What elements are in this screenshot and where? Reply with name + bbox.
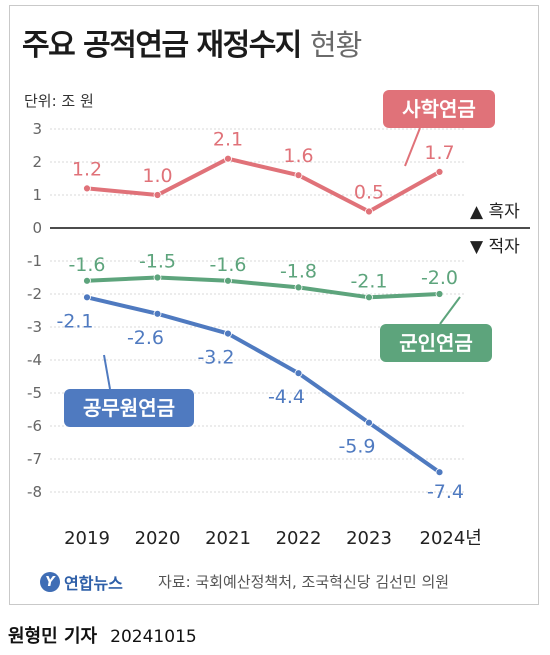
deficit-marker: ▼ 적자 xyxy=(470,237,520,257)
y-tick-label: 2 xyxy=(32,153,42,171)
data-label: 1.2 xyxy=(72,158,102,180)
y-tick-label: 3 xyxy=(32,120,42,138)
series-line xyxy=(85,295,442,475)
source-note: 자료: 국회예산정책처, 조국혁신당 김선민 의원 xyxy=(158,573,450,591)
data-point xyxy=(83,293,91,302)
data-point xyxy=(153,273,162,282)
logo: Y 연합뉴스 xyxy=(40,570,123,594)
data-label: 1.6 xyxy=(283,145,313,167)
data-label: -7.4 xyxy=(427,481,464,503)
data-label: -1.8 xyxy=(280,260,317,282)
data-point xyxy=(224,276,232,285)
callout-leader xyxy=(103,354,111,390)
y-tick-label: -8 xyxy=(27,483,42,501)
unit-label: 단위: 조 원 xyxy=(24,92,94,110)
data-point xyxy=(365,207,373,216)
series-label: 사학연금 xyxy=(402,97,476,121)
credit-date: 20241015 xyxy=(110,627,197,647)
x-tick-label: 2019 xyxy=(64,528,110,549)
data-point xyxy=(224,329,232,338)
data-point xyxy=(83,184,91,193)
yonhap-logo-icon: Y xyxy=(40,572,60,592)
y-tick-label: -4 xyxy=(27,351,42,369)
data-label: -3.2 xyxy=(197,347,234,369)
data-point xyxy=(153,309,162,318)
y-tick-label: -7 xyxy=(27,450,42,468)
data-label: -1.5 xyxy=(139,251,176,273)
data-label: -2.1 xyxy=(56,310,93,332)
series-label: 공무원연금 xyxy=(83,396,175,420)
chart-frame xyxy=(9,5,539,605)
data-label: -5.9 xyxy=(338,436,375,458)
data-point xyxy=(294,283,303,292)
x-tick-label: 2021 xyxy=(205,528,251,549)
data-point xyxy=(435,290,444,298)
series-label: 군인연금 xyxy=(399,331,473,355)
data-label: -2.6 xyxy=(127,327,164,349)
data-point xyxy=(224,154,232,163)
data-label: -1.6 xyxy=(209,254,246,276)
series-label-box xyxy=(383,90,495,128)
x-tick-label: 2022 xyxy=(276,528,322,549)
y-tick-label: -2 xyxy=(27,285,42,303)
data-point xyxy=(294,171,303,180)
data-point xyxy=(83,276,91,285)
title-sub: 현황 xyxy=(309,28,362,62)
data-point xyxy=(294,369,303,378)
y-tick-label: -5 xyxy=(27,384,42,402)
callout-leader xyxy=(404,127,421,167)
data-label: 1.0 xyxy=(142,165,172,187)
byline: 원형민 기자 xyxy=(8,626,98,647)
credit: 원형민 기자 20241015 xyxy=(8,622,197,648)
y-tick-label: -3 xyxy=(27,318,42,336)
data-point xyxy=(435,468,444,477)
series-line xyxy=(85,275,442,300)
y-tick-label: -6 xyxy=(27,417,42,435)
data-label: -2.1 xyxy=(350,270,387,292)
callout-leader xyxy=(439,296,461,325)
title-main: 주요 공적연금 재정수지 xyxy=(22,28,302,63)
data-label: -4.4 xyxy=(268,386,305,408)
data-point xyxy=(365,293,373,302)
x-tick-label: 2023 xyxy=(346,528,392,549)
data-label: 1.7 xyxy=(424,142,454,164)
data-label: 2.1 xyxy=(213,129,243,151)
data-label: -1.6 xyxy=(68,254,105,276)
chart-title: 주요 공적연금 재정수지 현황 xyxy=(22,20,362,64)
data-label: -2.0 xyxy=(421,267,458,289)
series-line xyxy=(85,156,442,214)
y-tick-label: 0 xyxy=(32,219,42,237)
data-point xyxy=(435,167,444,176)
logo-text: 연합뉴스 xyxy=(64,574,123,593)
data-point xyxy=(365,418,373,427)
y-tick-label: -1 xyxy=(27,252,42,270)
series-label-box xyxy=(64,389,194,427)
line-chart: 3 2 1 0 -1 -2 -3 -4 -5 -6 -7 -8 2019 2020 2021 2022 2023… xyxy=(27,90,530,549)
surplus-marker: ▲ 흑자 xyxy=(470,202,520,222)
y-tick-label: 1 xyxy=(32,186,42,204)
series-label-box xyxy=(380,324,492,362)
x-tick-label: 2020 xyxy=(135,528,181,549)
x-tick-label: 2024년 xyxy=(420,528,482,549)
data-point xyxy=(153,191,162,199)
data-label: 0.5 xyxy=(354,182,384,204)
